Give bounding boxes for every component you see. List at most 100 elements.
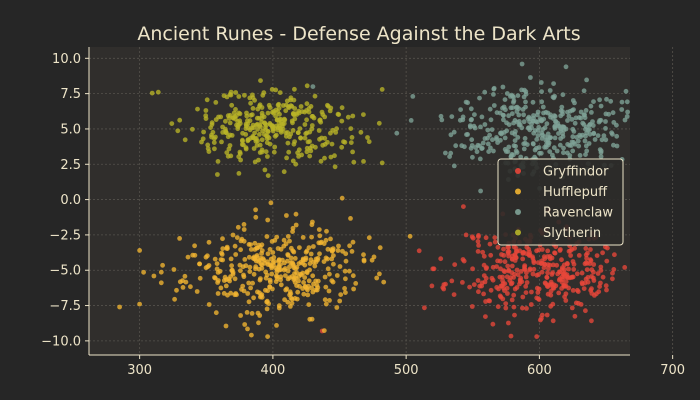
data-point-hufflepuff [212, 256, 218, 262]
data-point-gryffindor [552, 250, 557, 256]
data-point-gryffindor [475, 278, 481, 283]
data-point-gryffindor [585, 250, 590, 256]
data-point-gryffindor [492, 235, 498, 241]
data-point-slytherin [254, 115, 260, 121]
data-point-hufflepuff [275, 246, 281, 251]
data-point-ravenclaw [488, 145, 493, 151]
data-point-hufflepuff [328, 236, 333, 242]
data-point-ravenclaw [614, 143, 620, 149]
data-point-hufflepuff [239, 287, 244, 292]
data-point-hufflepuff [259, 265, 265, 271]
data-point-ravenclaw [592, 137, 598, 142]
data-point-hufflepuff [251, 295, 256, 301]
data-point-gryffindor [563, 279, 569, 284]
data-point-hufflepuff [230, 232, 236, 238]
data-point-hufflepuff [306, 278, 312, 284]
data-point-ravenclaw [511, 143, 517, 149]
data-point-slytherin [247, 118, 253, 124]
y-tick-label: −7.5 [49, 299, 81, 314]
data-point-hufflepuff [257, 277, 263, 283]
data-point-ravenclaw [570, 134, 576, 140]
data-point-gryffindor [530, 256, 536, 261]
data-point-hufflepuff [369, 257, 375, 263]
data-point-ravenclaw [591, 99, 596, 104]
data-point-slytherin [263, 149, 269, 155]
data-point-gryffindor [505, 263, 511, 269]
data-point-slytherin [265, 173, 271, 179]
data-point-hufflepuff [177, 236, 183, 241]
data-point-gryffindor [569, 247, 575, 252]
legend-marker-gryffindor [515, 168, 521, 174]
data-point-hufflepuff [249, 311, 255, 316]
data-point-hufflepuff [239, 236, 245, 242]
data-point-gryffindor [598, 268, 604, 273]
data-point-ravenclaw [540, 104, 546, 110]
data-point-slytherin [376, 120, 382, 126]
data-point-slytherin [290, 111, 296, 116]
data-point-hufflepuff [351, 286, 356, 292]
data-point-slytherin [203, 116, 209, 121]
data-point-gryffindor [563, 291, 569, 297]
data-point-gryffindor [416, 248, 422, 254]
data-point-hufflepuff [217, 268, 223, 274]
data-point-gryffindor [517, 281, 522, 287]
data-point-gryffindor [520, 256, 526, 262]
data-point-slytherin [339, 118, 345, 124]
data-point-hufflepuff [174, 287, 179, 293]
y-tick-label: 2.5 [60, 158, 81, 173]
data-point-hufflepuff [347, 243, 352, 249]
data-point-slytherin [256, 157, 261, 163]
data-point-slytherin [272, 144, 278, 150]
data-point-gryffindor [547, 256, 553, 262]
data-point-hufflepuff [220, 257, 226, 263]
data-point-ravenclaw [477, 156, 483, 162]
data-point-slytherin [259, 110, 265, 116]
data-point-ravenclaw [451, 129, 457, 135]
data-point-ravenclaw [530, 99, 536, 105]
data-point-gryffindor [574, 271, 580, 277]
data-point-gryffindor [480, 249, 486, 255]
data-point-slytherin [243, 146, 249, 152]
data-point-hufflepuff [223, 283, 229, 289]
data-point-slytherin [240, 130, 246, 136]
data-point-slytherin [261, 132, 267, 137]
data-point-hufflepuff [302, 275, 308, 280]
data-point-slytherin [195, 106, 200, 112]
data-point-hufflepuff [238, 247, 244, 253]
data-point-ravenclaw [622, 117, 628, 123]
data-point-ravenclaw [443, 150, 448, 156]
data-point-ravenclaw [501, 117, 506, 123]
data-point-gryffindor [422, 305, 427, 311]
data-point-ravenclaw [458, 107, 463, 112]
data-point-slytherin [236, 94, 242, 99]
data-point-hufflepuff [237, 262, 243, 268]
data-point-slytherin [262, 121, 268, 126]
data-point-slytherin [305, 139, 311, 145]
data-point-hufflepuff [282, 297, 287, 303]
data-point-hufflepuff [311, 244, 316, 249]
data-point-ravenclaw [469, 137, 475, 143]
data-point-slytherin [229, 133, 235, 138]
data-point-ravenclaw [310, 84, 316, 89]
data-point-gryffindor [527, 267, 533, 273]
data-point-gryffindor [494, 285, 500, 290]
data-point-gryffindor [509, 256, 515, 262]
y-tick-label: −2.5 [49, 228, 81, 243]
data-point-hufflepuff [353, 281, 359, 286]
data-point-hufflepuff [246, 299, 252, 305]
data-point-hufflepuff [218, 285, 224, 291]
data-point-gryffindor [584, 267, 590, 272]
data-point-slytherin [298, 104, 304, 109]
data-point-hufflepuff [259, 248, 265, 254]
x-tick-label: 600 [527, 363, 552, 378]
data-point-gryffindor [529, 289, 534, 295]
data-point-ravenclaw [477, 143, 482, 149]
data-point-slytherin [250, 106, 256, 111]
data-point-hufflepuff [273, 273, 279, 279]
data-point-ravenclaw [580, 120, 586, 126]
data-point-ravenclaw [584, 77, 589, 83]
data-point-gryffindor [557, 248, 563, 253]
data-point-slytherin [225, 153, 231, 159]
data-point-gryffindor [604, 258, 610, 264]
data-point-ravenclaw [567, 143, 572, 148]
